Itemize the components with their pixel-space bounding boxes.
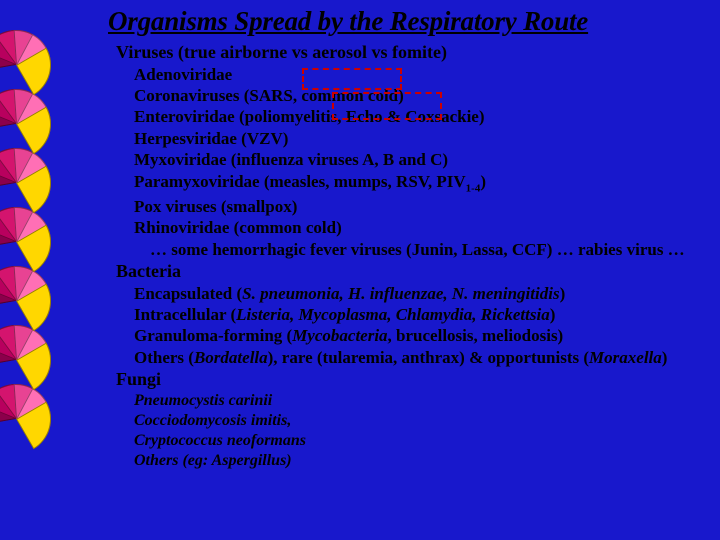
text: Paramyxoviridae (measles, mumps, RSV, PI… [134, 172, 466, 191]
virus-note: … some hemorrhagic fever viruses (Junin,… [150, 239, 716, 260]
text: Intracellular ( [134, 305, 236, 324]
fungi-item: Cocciodomycosis imitis, [134, 411, 716, 431]
bacteria-item: Intracellular (Listeria, Mycoplasma, Chl… [134, 304, 716, 325]
slide-content: Organisms Spread by the Respiratory Rout… [108, 6, 716, 471]
text: ) [560, 284, 566, 303]
text: Granuloma-forming ( [134, 326, 292, 345]
latin-name: Listeria, Mycoplasma, Chlamydia, Rickett… [236, 305, 550, 324]
text: , brucellosis, meliodosis) [388, 326, 564, 345]
fungi-item: Pneumocystis carinii [134, 391, 716, 411]
subscript: 1-4 [466, 182, 481, 194]
virus-item: Herpesviridae (VZV) [134, 128, 716, 149]
decorative-fan-column [8, 18, 83, 431]
latin-name: Moraxella [589, 348, 662, 367]
latin-name: Mycobacteria [292, 326, 387, 345]
fungi-item: Cryptococcus neoformans [134, 431, 716, 451]
virus-item: Adenoviridae [134, 64, 716, 85]
text: ) [662, 348, 668, 367]
slide-title: Organisms Spread by the Respiratory Rout… [108, 6, 716, 37]
virus-item: Pox viruses (smallpox) [134, 196, 716, 217]
virus-item: Coronaviruses (SARS, common cold) [134, 85, 716, 106]
virus-item: Rhinoviridae (common cold) [134, 217, 716, 238]
section-heading-bacteria: Bacteria [116, 260, 716, 283]
virus-item: Enteroviridae (poliomyelitis, Echo & Cox… [134, 106, 716, 127]
bacteria-item: Granuloma-forming (Mycobacteria, brucell… [134, 325, 716, 346]
latin-name: Bordatella [194, 348, 268, 367]
text: ) [550, 305, 556, 324]
text: ), rare (tularemia, anthrax) & opportuni… [268, 348, 589, 367]
text: Others ( [134, 348, 194, 367]
latin-name: S. pneumonia, H. influenzae, N. meningit… [242, 284, 559, 303]
section-heading-fungi: Fungi [116, 368, 716, 391]
fan-bullet-icon [8, 18, 78, 73]
virus-item: Myxoviridae (influenza viruses A, B and … [134, 149, 716, 170]
bacteria-item: Encapsulated (S. pneumonia, H. influenza… [134, 283, 716, 304]
text: Encapsulated ( [134, 284, 242, 303]
bacteria-item: Others (Bordatella), rare (tularemia, an… [134, 347, 716, 368]
virus-item: Paramyxoviridae (measles, mumps, RSV, PI… [134, 171, 716, 196]
section-heading-viruses: Viruses (true airborne vs aerosol vs fom… [116, 41, 716, 64]
fungi-item: Others (eg: Aspergillus) [134, 451, 716, 471]
text: ) [480, 172, 486, 191]
